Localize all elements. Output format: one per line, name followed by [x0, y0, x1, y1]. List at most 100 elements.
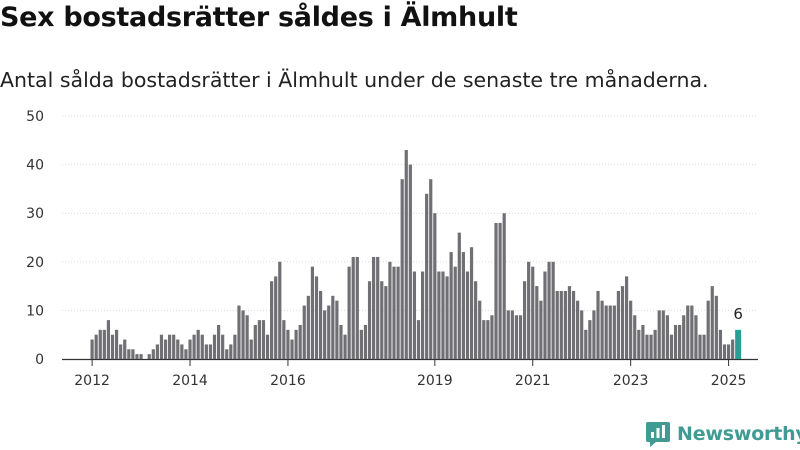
bar — [106, 320, 111, 359]
x-tick-label: 2012 — [74, 373, 110, 389]
bar — [347, 266, 351, 359]
x-tick-label: 2021 — [515, 373, 551, 389]
bar — [180, 344, 184, 359]
bar — [678, 324, 682, 359]
bar — [624, 276, 629, 359]
bar — [612, 305, 616, 359]
bar-chart: 0 10 20 30 40 50 2012 2014 2016 2019 2021 2023 2025 6 — [26, 109, 758, 389]
bar — [722, 344, 727, 359]
bar — [335, 300, 339, 359]
bar — [359, 329, 363, 359]
bar — [318, 290, 323, 359]
bar — [478, 300, 482, 359]
bar — [498, 222, 502, 359]
bar — [547, 261, 551, 359]
bar — [310, 266, 315, 359]
chart-title: Sex bostadsrätter såldes i Älmhult — [0, 2, 518, 33]
bar — [665, 315, 669, 359]
bar — [657, 310, 661, 359]
bar — [151, 349, 155, 359]
chart-subtitle: Antal sålda bostadsrätter i Älmhult unde… — [0, 68, 709, 92]
bar — [571, 290, 576, 359]
bar — [616, 290, 621, 359]
bar — [567, 286, 572, 359]
bar — [327, 305, 331, 359]
bar — [412, 271, 417, 359]
bar — [212, 334, 217, 359]
bar — [249, 339, 253, 359]
bar — [314, 276, 319, 359]
y-tick-label: 40 — [26, 158, 44, 174]
bar — [461, 252, 465, 359]
bar — [168, 334, 172, 359]
bar — [731, 339, 735, 359]
x-tick-label: 2025 — [711, 373, 747, 389]
bar — [710, 286, 714, 359]
bar — [600, 300, 604, 359]
bar — [290, 339, 294, 359]
bar — [155, 344, 159, 359]
bar — [131, 349, 135, 359]
bar — [323, 310, 327, 359]
bar — [531, 266, 535, 359]
bar — [298, 324, 302, 359]
bar — [302, 305, 306, 359]
bar — [690, 305, 694, 359]
bar — [147, 354, 151, 359]
bar — [620, 286, 625, 359]
bar — [237, 305, 241, 359]
brand-name: Newsworthy — [677, 423, 800, 445]
bar — [196, 329, 200, 359]
bar — [714, 295, 718, 359]
bar — [396, 266, 400, 359]
bar — [420, 271, 425, 359]
bar — [673, 324, 678, 359]
bar — [506, 310, 510, 359]
bar — [159, 334, 164, 359]
bar — [306, 295, 310, 359]
y-tick-label: 10 — [26, 303, 44, 319]
bar — [518, 315, 523, 359]
bar — [469, 247, 474, 359]
bar — [555, 290, 559, 359]
bar — [270, 281, 274, 359]
y-tick-label: 50 — [26, 109, 44, 125]
bar — [694, 315, 698, 359]
bar — [416, 320, 421, 359]
bar — [604, 305, 608, 359]
bar-latest — [735, 329, 742, 359]
bar — [645, 334, 649, 359]
bar — [437, 271, 441, 359]
bar — [163, 339, 168, 359]
bar — [596, 290, 600, 359]
bar — [282, 320, 286, 359]
bar — [522, 281, 527, 359]
bar — [176, 339, 180, 359]
bar — [119, 344, 123, 359]
bar — [445, 276, 449, 359]
bar — [580, 310, 584, 359]
bar — [110, 334, 115, 359]
y-tick-label: 30 — [26, 206, 44, 222]
bar — [192, 334, 196, 359]
bar — [669, 334, 674, 359]
bar — [551, 261, 555, 359]
bar — [388, 261, 392, 359]
bar — [90, 339, 94, 359]
bar — [241, 310, 245, 359]
bar — [718, 329, 723, 359]
bar — [216, 324, 221, 359]
bar — [127, 349, 131, 359]
bar — [372, 256, 376, 359]
bar — [400, 179, 404, 359]
bar — [441, 271, 445, 359]
bar — [225, 349, 229, 359]
bar — [510, 310, 514, 359]
x-tick-label: 2014 — [172, 373, 208, 389]
bar — [686, 305, 690, 359]
bar — [608, 305, 612, 359]
bar — [376, 256, 380, 359]
bar — [559, 290, 563, 359]
bar — [331, 295, 335, 359]
bar — [637, 329, 641, 359]
